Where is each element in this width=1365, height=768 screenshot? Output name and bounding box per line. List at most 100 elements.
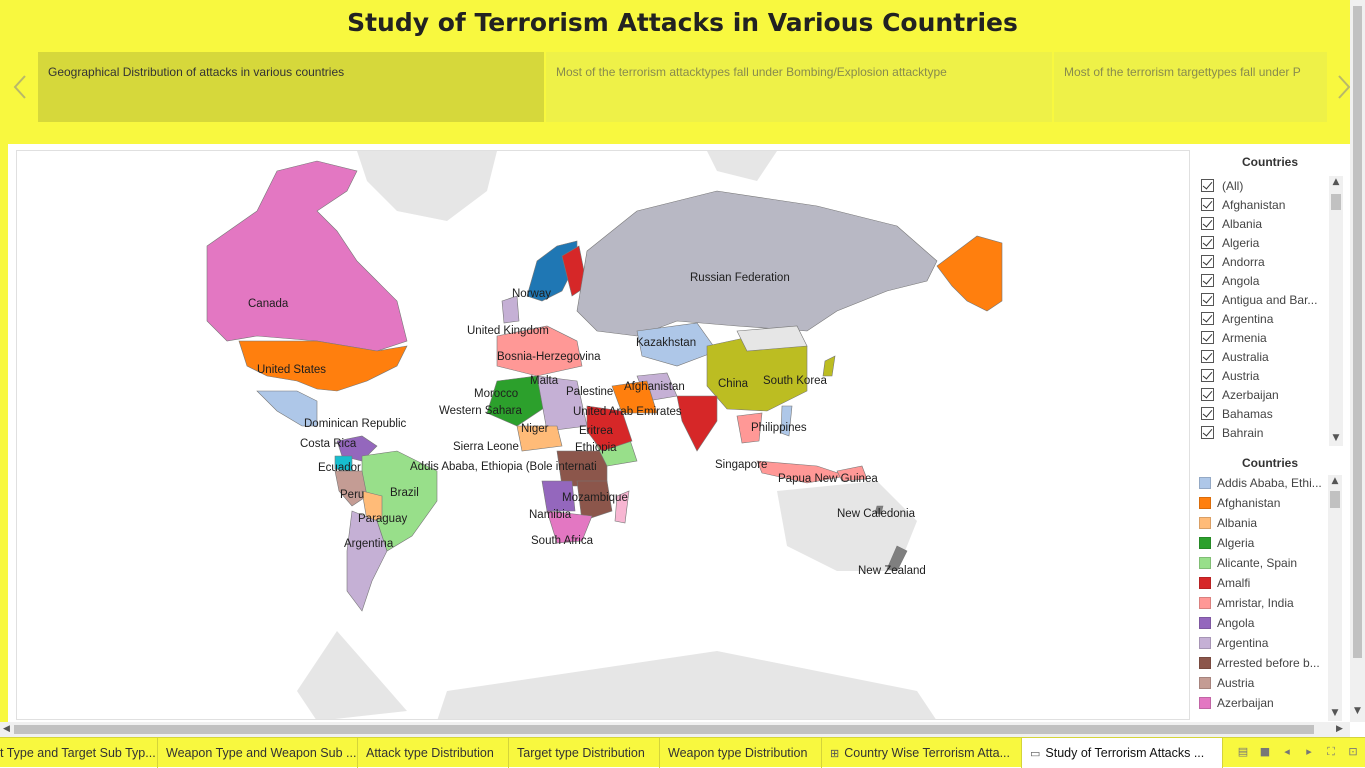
checkbox-checked[interactable] <box>1201 217 1214 230</box>
map-region-united-states[interactable] <box>238 340 408 392</box>
map-region-southeast-asia[interactable] <box>736 412 763 444</box>
map-region-bolivia[interactable] <box>361 490 383 522</box>
show-filmstrip-icon[interactable]: ▤ <box>1237 745 1249 758</box>
sheet-tab-story-active[interactable]: ▭ Study of Terrorism Attacks ... <box>1022 738 1223 768</box>
presentation-mode-icon[interactable]: ⊡ <box>1348 745 1358 758</box>
scroll-down-icon[interactable]: ▼ <box>1331 708 1339 718</box>
filter-item[interactable]: Afghanistan <box>1198 195 1328 214</box>
map-canvas[interactable]: Canada United States Dominican Republic … <box>17 151 1190 720</box>
scroll-left-icon[interactable]: ◀ <box>3 724 10 734</box>
legend-item[interactable]: Algeria <box>1198 533 1326 553</box>
map-region-new-caledonia[interactable] <box>874 505 884 515</box>
map-region-alaska[interactable] <box>936 235 1003 312</box>
map-region-peru[interactable] <box>334 470 368 507</box>
scroll-down-icon[interactable]: ▼ <box>1354 706 1361 716</box>
checkbox-checked[interactable] <box>1201 236 1214 249</box>
map-region-philippines[interactable] <box>780 405 793 437</box>
scroll-up-icon[interactable]: ▲ <box>1332 177 1340 187</box>
map-region-new-zealand[interactable] <box>886 545 908 572</box>
filter-item[interactable]: (All) <box>1198 176 1328 195</box>
checkbox-checked[interactable] <box>1201 255 1214 268</box>
world-map[interactable]: Canada United States Dominican Republic … <box>16 150 1190 720</box>
filter-item[interactable]: Australia <box>1198 347 1328 366</box>
map-region-madagascar[interactable] <box>614 490 630 524</box>
legend-item[interactable]: Addis Ababa, Ethi... <box>1198 473 1326 493</box>
scroll-thumb[interactable] <box>14 725 1314 734</box>
story-point-1[interactable]: Geographical Distribution of attacks in … <box>38 52 544 122</box>
map-region-papua-new-guinea[interactable] <box>836 465 868 482</box>
fit-screen-icon[interactable]: ⛶ <box>1327 745 1335 758</box>
filter-item[interactable]: Andorra <box>1198 252 1328 271</box>
sheet-tab[interactable]: t Type and Target Sub Typ... <box>0 738 158 768</box>
checkbox-checked[interactable] <box>1201 369 1214 382</box>
checkbox-checked[interactable] <box>1201 312 1214 325</box>
checkbox-checked[interactable] <box>1201 198 1214 211</box>
map-region-united-kingdom[interactable] <box>501 295 520 324</box>
filter-item[interactable]: Antigua and Bar... <box>1198 290 1328 309</box>
scroll-thumb[interactable] <box>1330 491 1340 508</box>
map-region-niger[interactable] <box>516 425 563 452</box>
legend-item[interactable]: Austria <box>1198 673 1326 693</box>
legend-item[interactable]: Arrested before b... <box>1198 653 1326 673</box>
map-region-indonesia[interactable] <box>756 460 848 484</box>
sheet-tab[interactable]: Target type Distribution <box>509 738 660 768</box>
filter-item[interactable]: Albania <box>1198 214 1328 233</box>
checkbox-checked[interactable] <box>1201 331 1214 344</box>
map-region-india[interactable] <box>676 395 718 452</box>
map-region-colombia[interactable] <box>336 435 378 462</box>
map-region-japan[interactable] <box>822 355 836 377</box>
legend-item[interactable]: Afghanistan <box>1198 493 1326 513</box>
checkbox-checked[interactable] <box>1201 179 1214 192</box>
map-region-iran[interactable] <box>611 380 658 414</box>
chevron-right-icon[interactable] <box>1334 70 1356 104</box>
checkbox-checked[interactable] <box>1201 293 1214 306</box>
legend-item[interactable]: Amristar, India <box>1198 593 1326 613</box>
map-region-angola[interactable] <box>541 480 576 512</box>
filter-item[interactable]: Algeria <box>1198 233 1328 252</box>
legend-item[interactable]: Argentina <box>1198 633 1326 653</box>
filter-item[interactable]: Azerbaijan <box>1198 385 1328 404</box>
scroll-down-icon[interactable]: ▼ <box>1332 433 1340 443</box>
filter-item[interactable]: Angola <box>1198 271 1328 290</box>
map-region-kazakhstan[interactable] <box>636 322 718 367</box>
legend-item[interactable]: Azerbaijan <box>1198 693 1326 713</box>
checkbox-checked[interactable] <box>1201 274 1214 287</box>
map-region-mexico[interactable] <box>256 390 318 427</box>
legend-scrollbar[interactable]: ▲ ▼ <box>1328 475 1342 721</box>
checkbox-checked[interactable] <box>1201 388 1214 401</box>
map-region-western-europe[interactable] <box>496 325 583 377</box>
sheet-tab[interactable]: Attack type Distribution <box>358 738 509 768</box>
legend-item[interactable]: Albania <box>1198 513 1326 533</box>
previous-sheet-icon[interactable]: ◂ <box>1284 745 1290 758</box>
legend-item[interactable]: Alicante, Spain <box>1198 553 1326 573</box>
map-region-morocco[interactable] <box>486 375 548 427</box>
map-region-south-africa[interactable] <box>546 510 593 544</box>
map-region-mozambique[interactable] <box>576 480 613 522</box>
legend-item[interactable]: Amalfi <box>1198 573 1326 593</box>
show-tabs-icon[interactable]: ■ <box>1259 745 1271 758</box>
chevron-left-icon[interactable] <box>10 70 32 104</box>
map-region-canada[interactable] <box>206 160 408 352</box>
map-region-argentina[interactable] <box>346 510 388 612</box>
story-point-3[interactable]: Most of the terrorism targettypes fall u… <box>1054 52 1327 122</box>
map-region-mongolia[interactable] <box>736 325 808 352</box>
scroll-right-icon[interactable]: ▶ <box>1336 724 1343 734</box>
map-region-russian-federation[interactable] <box>576 190 938 337</box>
sheet-tab[interactable]: Weapon Type and Weapon Sub ... <box>158 738 358 768</box>
sheet-tab[interactable]: Weapon type Distribution <box>660 738 822 768</box>
page-vertical-scrollbar[interactable]: ▼ <box>1350 0 1365 722</box>
checkbox-checked[interactable] <box>1201 407 1214 420</box>
filter-item[interactable]: Bahamas <box>1198 404 1328 423</box>
legend-item[interactable]: Angola <box>1198 613 1326 633</box>
map-region-arabia[interactable] <box>586 405 633 452</box>
next-sheet-icon[interactable]: ▸ <box>1306 745 1312 758</box>
checkbox-checked[interactable] <box>1201 350 1214 363</box>
scroll-thumb[interactable] <box>1353 6 1362 658</box>
filter-item[interactable]: Armenia <box>1198 328 1328 347</box>
countries-filter[interactable]: (All) Afghanistan Albania Algeria Andorr… <box>1198 176 1328 444</box>
checkbox-checked[interactable] <box>1201 426 1214 439</box>
filter-item[interactable]: Argentina <box>1198 309 1328 328</box>
scroll-thumb[interactable] <box>1331 194 1341 210</box>
filter-scrollbar[interactable]: ▲ ▼ <box>1329 176 1343 446</box>
scroll-up-icon[interactable]: ▲ <box>1331 476 1339 486</box>
